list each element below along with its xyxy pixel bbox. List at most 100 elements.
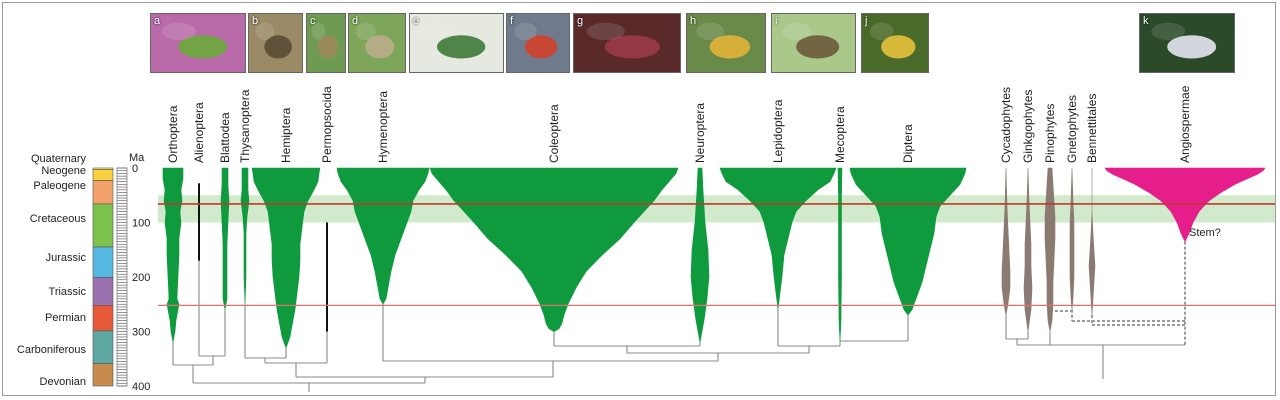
photo-letter: d	[352, 15, 359, 27]
photo-letter: b	[252, 15, 259, 27]
axis-tick-label: 200	[132, 272, 150, 284]
stem-label: Stem?	[1189, 227, 1221, 239]
taxon-angiospermae: Angiospermae	[1104, 85, 1266, 243]
axis-tick-label: 0	[132, 163, 138, 175]
axis-unit-label: Ma	[129, 152, 145, 164]
period-label: Carboniferous	[17, 344, 87, 356]
period-color-box	[92, 277, 114, 306]
period-label: Triassic	[49, 286, 87, 298]
taxon-diversity-shape	[1069, 167, 1075, 310]
period-color-box	[92, 180, 114, 205]
photo-letter: h	[690, 15, 697, 27]
taxon-label: Permopsocida	[320, 86, 334, 163]
specimen-photo-e: e	[409, 13, 504, 73]
taxon-lepidoptera: Lepidoptera	[719, 99, 837, 310]
specimen-photo-c: c	[306, 13, 346, 73]
taxon-label: Hemiptera	[279, 107, 293, 163]
diversity-phylogeny-diagram: Orthoptera Alienoptera Blattodea Thysanopte…	[17, 85, 1275, 393]
taxon-diversity-shape	[251, 167, 321, 349]
period-jurassic: Jurassic	[46, 246, 114, 278]
specimen-photo-g: g	[573, 13, 681, 73]
taxon-permopsocida: Permopsocida	[320, 86, 334, 332]
period-label: Paleogene	[33, 180, 86, 192]
taxon-label: Neuroptera	[693, 103, 707, 163]
taxon-hymenoptera: Hymenoptera	[336, 91, 430, 305]
highlight-band	[158, 195, 1275, 223]
photo-letter: j	[865, 15, 868, 27]
photo-letter: g	[577, 15, 584, 27]
taxon-diversity-shape	[162, 167, 184, 343]
period-devonian: Devonian	[40, 363, 114, 388]
period-carboniferous: Carboniferous	[17, 330, 114, 364]
taxon-diversity-shape	[849, 167, 967, 316]
photo-letter: e	[413, 15, 420, 27]
specimen-photo-f: f	[506, 13, 570, 73]
taxon-thysanoptera: Thysanoptera	[238, 89, 252, 305]
period-triassic: Triassic	[49, 277, 114, 306]
taxon-orthoptera: Orthoptera	[162, 105, 184, 343]
axis-tick-label: 100	[132, 218, 150, 230]
axis-tick-label: 400	[132, 381, 150, 393]
period-color-box	[92, 363, 114, 387]
taxon-label: Angiospermae	[1178, 85, 1192, 163]
specimen-photo-a: a	[150, 13, 246, 73]
specimen-photo-i: i	[771, 13, 856, 73]
specimen-photo-d: d	[348, 13, 406, 73]
period-color-box	[92, 169, 114, 181]
taxon-diversity-shape	[429, 167, 679, 332]
taxon-label: Blattodea	[218, 112, 232, 163]
event-lines	[158, 203, 1275, 306]
period-color-box	[92, 246, 114, 278]
axis-tick-label: 300	[132, 327, 150, 339]
period-label: Devonian	[40, 376, 86, 388]
period-label: Quaternary	[31, 153, 87, 165]
specimen-photo-b: b	[248, 13, 303, 73]
taxon-label: Pinophytes	[1043, 104, 1057, 163]
highlight-band-layer	[158, 195, 1275, 223]
taxon-diversity-shape	[1104, 167, 1266, 243]
taxa-layer: Orthoptera Alienoptera Blattodea Thysanopte…	[162, 85, 1266, 349]
taxon-label: Ginkgophytes	[1021, 90, 1035, 163]
taxon-alienoptera: Alienoptera	[192, 102, 206, 261]
taxon-label: Mecoptera	[833, 106, 847, 163]
taxon-diversity-shape	[1088, 168, 1096, 316]
photo-letter: a	[154, 15, 161, 27]
taxon-label: Thysanoptera	[238, 89, 252, 163]
specimen-photo-h: h	[686, 13, 766, 73]
period-label: Cretaceous	[30, 213, 87, 225]
period-permian: Permian	[45, 305, 114, 332]
taxon-label: Orthoptera	[166, 105, 180, 163]
taxon-hemiptera: Hemiptera	[251, 107, 321, 349]
taxon-cycadophytes: Cycadophytes	[999, 87, 1013, 316]
photo-letter: f	[510, 15, 514, 27]
taxon-neuroptera: Neuroptera	[690, 103, 710, 343]
taxon-diversity-shape	[837, 167, 843, 343]
taxon-ginkgophytes: Ginkgophytes	[1021, 90, 1035, 332]
period-label: Permian	[45, 312, 86, 324]
taxon-diversity-shape	[220, 167, 230, 310]
taxon-diversity-shape	[719, 167, 837, 310]
period-paleogene: Paleogene	[33, 180, 114, 205]
taxon-label: Cycadophytes	[999, 87, 1013, 163]
taxon-label: Coleoptera	[547, 104, 561, 163]
taxon-diptera: Diptera	[849, 124, 967, 316]
taxon-label: Lepidoptera	[771, 99, 785, 163]
taxon-diversity-shape	[240, 167, 250, 305]
taxon-label: Diptera	[901, 124, 915, 163]
period-color-box	[92, 330, 114, 364]
photo-letter: i	[775, 15, 778, 27]
taxon-pinophytes: Pinophytes	[1043, 104, 1057, 332]
taxon-diversity-shape	[1044, 167, 1056, 332]
period-color-box	[92, 305, 114, 332]
age-ruler	[116, 167, 128, 387]
taxon-coleoptera: Coleoptera	[429, 104, 679, 332]
period-label: Neogene	[41, 165, 86, 177]
period-color-box	[92, 203, 114, 248]
period-label: Jurassic	[46, 252, 87, 264]
specimen-photo-j: j	[861, 13, 929, 73]
taxon-bennettitales: Bennettitales	[1085, 94, 1099, 316]
taxon-diversity-shape	[1001, 167, 1011, 316]
taxon-diversity-shape	[690, 167, 710, 343]
taxon-diversity-shape	[1023, 167, 1033, 332]
